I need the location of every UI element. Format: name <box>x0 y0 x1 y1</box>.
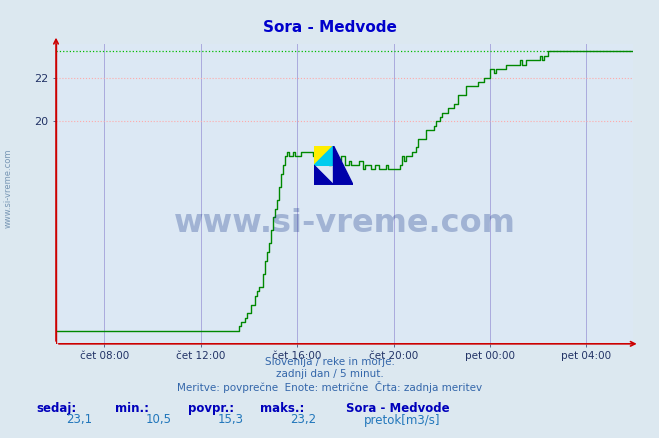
Text: sedaj:: sedaj: <box>36 402 76 415</box>
Polygon shape <box>314 146 333 165</box>
Text: maks.:: maks.: <box>260 402 304 415</box>
Text: Meritve: povprečne  Enote: metrične  Črta: zadnja meritev: Meritve: povprečne Enote: metrične Črta:… <box>177 381 482 392</box>
Text: min.:: min.: <box>115 402 150 415</box>
Polygon shape <box>333 146 353 185</box>
Text: 23,1: 23,1 <box>66 413 92 426</box>
Text: 23,2: 23,2 <box>290 413 316 426</box>
Polygon shape <box>314 165 333 185</box>
Text: pretok[m3/s]: pretok[m3/s] <box>364 414 440 427</box>
Polygon shape <box>314 146 333 165</box>
Text: povpr.:: povpr.: <box>188 402 234 415</box>
Text: zadnji dan / 5 minut.: zadnji dan / 5 minut. <box>275 369 384 379</box>
Text: Slovenija / reke in morje.: Slovenija / reke in morje. <box>264 357 395 367</box>
Text: Sora - Medvode: Sora - Medvode <box>346 402 449 415</box>
Text: Sora - Medvode: Sora - Medvode <box>262 20 397 35</box>
Text: www.si-vreme.com: www.si-vreme.com <box>3 148 13 228</box>
Text: 10,5: 10,5 <box>146 413 171 426</box>
Text: www.si-vreme.com: www.si-vreme.com <box>173 208 515 239</box>
Text: 15,3: 15,3 <box>218 413 244 426</box>
